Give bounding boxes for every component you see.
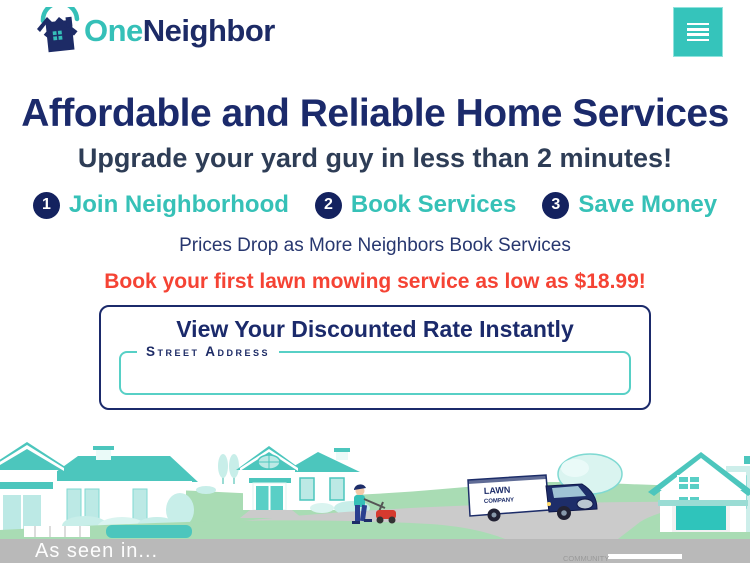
truck-text-lawn: LAWN bbox=[484, 485, 511, 496]
truck-text-company: COMPANY bbox=[484, 497, 515, 505]
discounted-rate-box: View Your Discounted Rate Instantly Stre… bbox=[99, 305, 651, 410]
page-subtitle: Upgrade your yard guy in less than 2 min… bbox=[77, 143, 673, 173]
hamburger-menu-button[interactable] bbox=[673, 7, 723, 57]
promo-banner: Book your first lawn mowing service as l… bbox=[104, 270, 646, 293]
street-address-field[interactable]: Street Address bbox=[119, 344, 631, 395]
center-house bbox=[236, 446, 370, 518]
street-address-input[interactable] bbox=[133, 361, 617, 385]
step-label: Join Neighborhood bbox=[68, 191, 289, 218]
neighborhood-illustration: LAWN COMPANY COMMUNITY bbox=[0, 438, 750, 563]
right-house bbox=[648, 452, 750, 532]
lawn-truck: LAWN COMPANY bbox=[467, 474, 598, 522]
hamburger-icon bbox=[687, 22, 709, 26]
street-address-label: Street Address bbox=[146, 344, 271, 359]
step-save-money: 3 Save Money bbox=[542, 191, 717, 219]
logo-text-one: One bbox=[84, 13, 143, 48]
logo-text: OneNeighbor bbox=[84, 7, 275, 55]
logo[interactable]: OneNeighbor bbox=[33, 7, 275, 55]
community-sign-text: COMMUNITY bbox=[563, 554, 609, 563]
page-title: Affordable and Reliable Home Services bbox=[21, 92, 729, 135]
fence bbox=[24, 525, 192, 538]
as-seen-in-label: As seen in... bbox=[35, 540, 159, 562]
step-label: Book Services bbox=[350, 191, 517, 218]
rate-box-title: View Your Discounted Rate Instantly bbox=[176, 316, 574, 342]
trees bbox=[196, 454, 239, 494]
step-number-badge: 2 bbox=[314, 191, 342, 219]
step-label: Save Money bbox=[578, 191, 718, 218]
prices-drop-note: Prices Drop as More Neighbors Book Servi… bbox=[179, 235, 571, 256]
step-join-neighborhood: 1 Join Neighborhood bbox=[32, 191, 289, 219]
logo-text-neighbor: Neighbor bbox=[142, 13, 276, 48]
step-number-badge: 3 bbox=[542, 191, 570, 219]
step-number-badge: 1 bbox=[32, 191, 60, 219]
logo-house-icon bbox=[37, 7, 80, 53]
step-book-services: 2 Book Services bbox=[314, 191, 517, 219]
mower-person bbox=[352, 484, 396, 524]
steps-row: 1 Join Neighborhood 2 Book Services 3 Sa… bbox=[0, 191, 750, 219]
community-sign: COMMUNITY bbox=[563, 554, 682, 563]
header: OneNeighbor bbox=[0, 0, 750, 62]
